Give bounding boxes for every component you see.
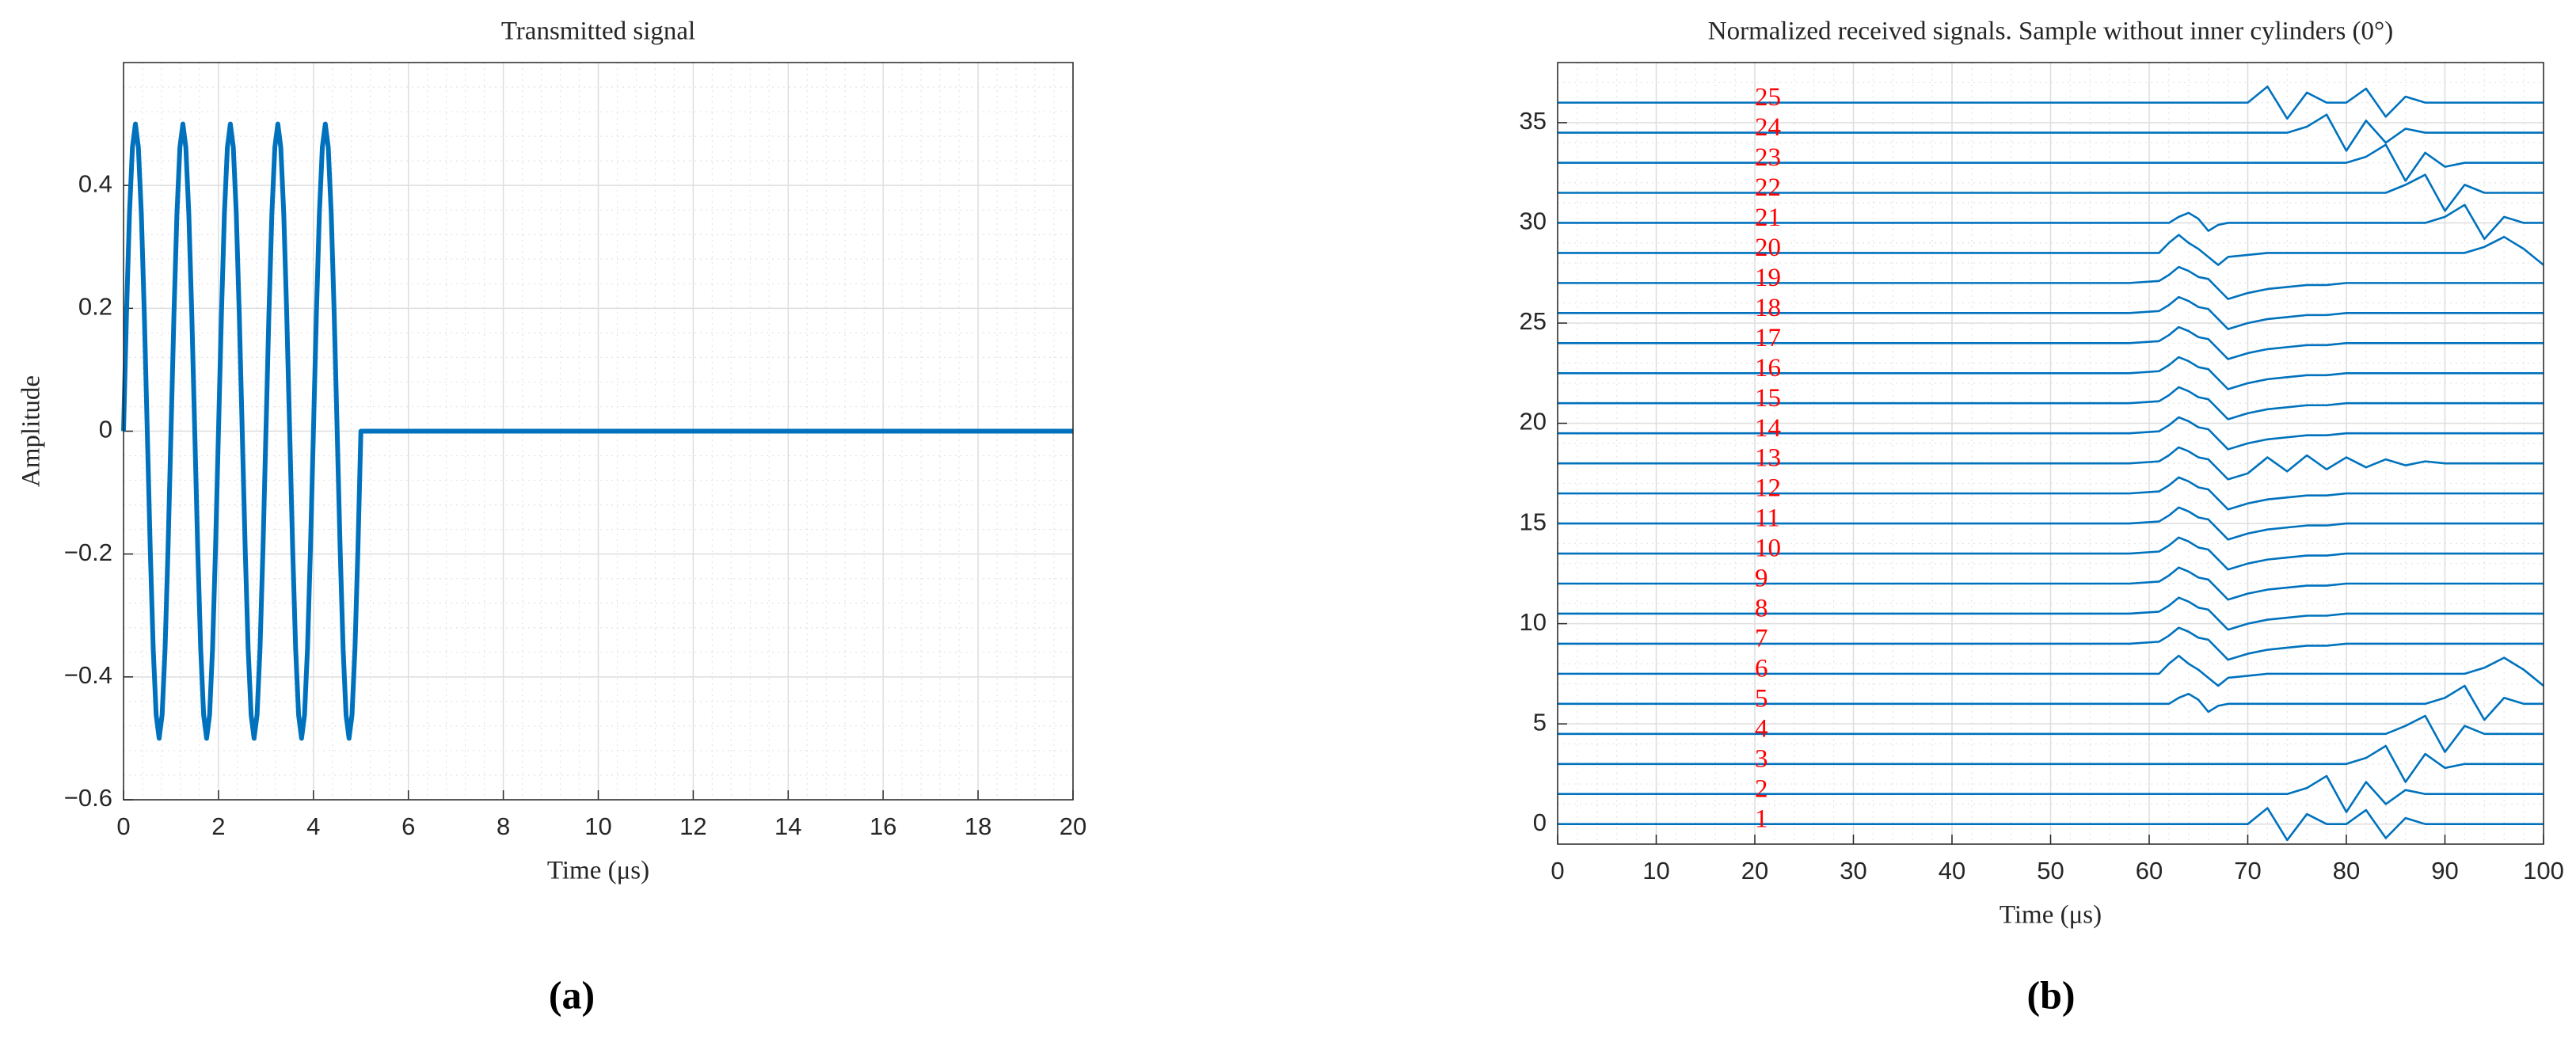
axes-frame (123, 62, 1074, 801)
trace-label: 11 (1755, 504, 1780, 533)
signal-line (1558, 626, 2544, 661)
y-tick-label: −0.2 (64, 538, 112, 566)
x-axis-label: Time (μs) (547, 857, 649, 885)
signal-line (1558, 684, 2544, 721)
trace-label: 20 (1755, 234, 1781, 262)
axes-frame (1557, 62, 2544, 845)
x-tick-label: 70 (2234, 857, 2261, 885)
signal-line (1558, 386, 2544, 420)
trace-label: 25 (1755, 83, 1781, 112)
trace-label: 3 (1755, 744, 1768, 773)
x-tick-label: 12 (679, 812, 706, 840)
signal-line (1558, 356, 2544, 390)
chart-title: Normalized received signals. Sample with… (1708, 17, 2393, 46)
trace-label: 14 (1755, 414, 1781, 443)
trace-label: 5 (1755, 684, 1768, 713)
trace-label: 16 (1755, 354, 1781, 382)
signal-line (1558, 143, 2544, 182)
signal-line (1558, 416, 2544, 451)
x-tick-label: 2 (211, 812, 225, 840)
trace-label: 22 (1755, 173, 1781, 202)
trace-label: 4 (1755, 714, 1768, 743)
y-tick-label: 0 (99, 416, 112, 443)
caption: (b) (2026, 972, 2075, 1017)
y-tick-label: 0.2 (78, 293, 112, 321)
trace-label: 17 (1755, 324, 1781, 352)
y-tick-label: 0 (1533, 808, 1547, 836)
x-tick-label: 20 (1741, 857, 1768, 885)
signal-line (1558, 654, 2544, 687)
y-tick-label: 5 (1533, 708, 1547, 736)
y-tick-label: 30 (1520, 207, 1547, 235)
trace-label: 10 (1755, 535, 1781, 563)
trace-label: 7 (1755, 625, 1768, 653)
trace-label: 21 (1755, 204, 1781, 232)
x-tick-label: 40 (1939, 857, 1965, 885)
y-tick-label: 0.4 (78, 169, 112, 197)
signal-line (121, 121, 1073, 741)
x-tick-label: 90 (2431, 857, 2458, 885)
x-tick-label: 60 (2136, 857, 2163, 885)
trace-label: 8 (1755, 595, 1768, 623)
x-tick-label: 100 (2523, 857, 2564, 885)
signal-line (1558, 265, 2544, 300)
chart-title: Transmitted signal (501, 17, 695, 46)
x-tick-label: 14 (774, 812, 801, 840)
signal-line (1558, 506, 2544, 541)
x-tick-label: 18 (965, 812, 991, 840)
signal-line (1558, 714, 2544, 753)
signal-line (1558, 204, 2544, 241)
caption: (a) (549, 972, 595, 1017)
trace-label: 23 (1755, 143, 1781, 172)
signal-line (1558, 774, 2544, 813)
signal-line (1558, 476, 2544, 511)
x-tick-label: 10 (1642, 857, 1669, 885)
trace-label: 24 (1755, 113, 1781, 142)
trace-label: 19 (1755, 264, 1781, 292)
x-tick-label: 20 (1060, 812, 1086, 840)
signal-line (1558, 234, 2544, 266)
x-tick-label: 80 (2333, 857, 2360, 885)
signal-line (1558, 173, 2544, 212)
y-tick-label: 15 (1520, 508, 1547, 535)
y-tick-label: 20 (1520, 408, 1547, 436)
signal-line (1558, 536, 2544, 571)
y-tick-label: −0.6 (64, 784, 112, 812)
plot-area (121, 121, 1073, 741)
x-tick-label: 16 (869, 812, 896, 840)
signal-line (1558, 566, 2544, 601)
x-tick-label: 0 (116, 812, 130, 840)
y-tick-label: 10 (1520, 608, 1547, 636)
x-tick-label: 50 (2037, 857, 2064, 885)
x-tick-label: 6 (401, 812, 415, 840)
signal-line (1558, 446, 2544, 481)
x-tick-label: 8 (497, 812, 510, 840)
trace-label: 6 (1755, 654, 1768, 683)
x-tick-label: 10 (584, 812, 611, 840)
trace-label: 18 (1755, 294, 1781, 322)
trace-label: 2 (1755, 774, 1768, 803)
trace-label: 12 (1755, 474, 1781, 503)
x-axis-label: Time (μs) (2000, 901, 2102, 930)
signal-line (1558, 807, 2544, 842)
signal-line (1558, 295, 2544, 330)
trace-label: 13 (1755, 444, 1781, 473)
signal-line (1558, 596, 2544, 631)
signal-line (1558, 86, 2544, 120)
x-tick-label: 30 (1840, 857, 1866, 885)
plot-area (1558, 86, 2544, 842)
trace-label: 9 (1755, 565, 1768, 593)
y-tick-label: 35 (1520, 107, 1547, 135)
x-tick-label: 4 (306, 812, 320, 840)
signal-line (1558, 325, 2544, 360)
signal-line (1558, 744, 2544, 783)
x-tick-label: 0 (1551, 857, 1564, 885)
y-tick-label: −0.4 (64, 661, 112, 689)
trace-label: 1 (1755, 805, 1768, 833)
y-axis-label: Amplitude (17, 375, 46, 487)
trace-label: 15 (1755, 384, 1781, 413)
y-tick-label: 25 (1520, 307, 1547, 335)
signal-line (1558, 113, 2544, 152)
